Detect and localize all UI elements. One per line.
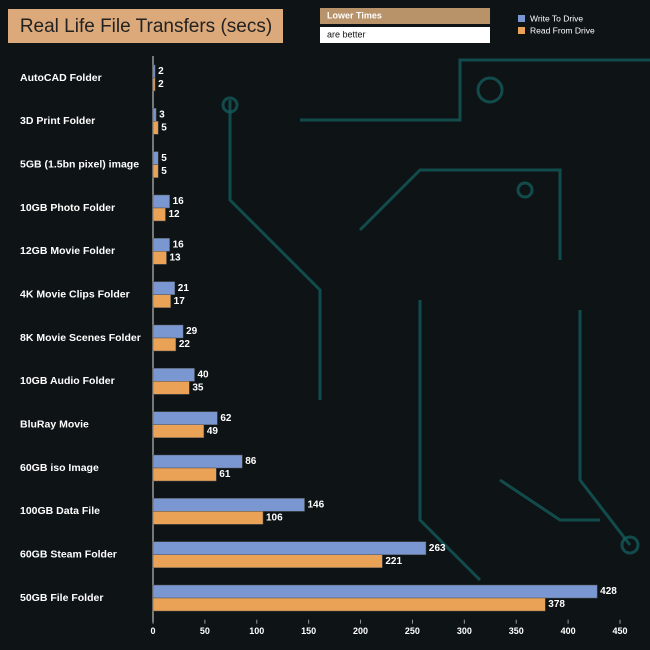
title-box: [8, 9, 283, 43]
annotation-box: [320, 8, 490, 24]
value-label: 2: [158, 66, 164, 77]
annotation-box: [320, 27, 490, 43]
bar: [152, 77, 156, 92]
annotation: are better: [327, 29, 366, 39]
x-tick-label: 100: [249, 626, 264, 636]
bar: [152, 164, 159, 178]
value-label: 12: [168, 209, 180, 220]
x-tick-label: 150: [301, 626, 316, 636]
x-tick-label: 250: [405, 626, 420, 636]
value-label: 146: [308, 499, 325, 510]
bar: [152, 424, 205, 438]
value-label: 29: [186, 326, 198, 337]
value-label: 221: [385, 556, 402, 567]
circuit-decoration: [221, 58, 650, 582]
bar: [152, 207, 166, 222]
y-tick-label: BluRay Movie: [20, 418, 89, 430]
x-tick-label: 0: [150, 626, 155, 636]
bar: [152, 597, 546, 612]
y-tick-label: 4K Movie Clips Folder: [20, 288, 130, 300]
value-label: 13: [169, 252, 181, 263]
value-label: 49: [207, 426, 219, 437]
value-label: 5: [161, 153, 167, 164]
bar: [152, 238, 170, 252]
value-label: 16: [173, 239, 185, 250]
value-label: 5: [161, 122, 167, 133]
value-label: 5: [161, 166, 167, 177]
bar: [152, 454, 243, 469]
y-tick-label: 60GB Steam Folder: [20, 548, 117, 560]
value-label: 16: [173, 196, 185, 207]
bar: [152, 324, 184, 339]
value-label: 17: [174, 296, 186, 307]
bar: [152, 337, 177, 352]
bar: [152, 554, 383, 568]
x-tick-label: 400: [561, 626, 576, 636]
value-label: 106: [266, 512, 283, 523]
value-label: 62: [220, 413, 232, 424]
value-label: 61: [219, 469, 231, 480]
legend-swatch: [518, 15, 525, 22]
value-label: 2: [158, 79, 164, 90]
bar: [152, 64, 156, 79]
value-label: 3: [159, 109, 165, 120]
y-tick-label: 100GB Data File: [20, 505, 100, 517]
x-tick-label: 450: [612, 626, 627, 636]
bar: [152, 467, 217, 482]
bar: [152, 541, 427, 555]
value-label: 428: [600, 586, 617, 597]
bar: [152, 411, 218, 425]
value-label: 378: [548, 599, 565, 610]
y-tick-label: AutoCAD Folder: [20, 72, 102, 84]
y-tick-label: 8K Movie Scenes Folder: [20, 332, 141, 344]
x-tick-label: 350: [509, 626, 524, 636]
bar: [152, 584, 598, 599]
value-label: 263: [429, 543, 446, 554]
legend-label: Write To Drive: [530, 13, 583, 23]
value-label: 21: [178, 283, 190, 294]
bar: [152, 498, 305, 512]
y-tick-label: 12GB Movie Folder: [20, 245, 115, 257]
legend-swatch: [518, 27, 525, 34]
bar: [152, 294, 171, 308]
legend-label: Read From Drive: [530, 25, 595, 35]
bar: [152, 121, 159, 135]
bar: [152, 511, 264, 525]
bar: [152, 151, 159, 165]
x-tick-label: 300: [457, 626, 472, 636]
y-tick-label: 10GB Audio Folder: [20, 375, 115, 387]
value-label: 22: [179, 339, 191, 350]
value-label: 35: [192, 382, 204, 393]
bar: [152, 381, 190, 395]
y-tick-label: 5GB (1.5bn pixel) image: [20, 158, 139, 170]
x-tick-label: 200: [353, 626, 368, 636]
bar: [152, 194, 170, 209]
y-tick-label: 3D Print Folder: [20, 115, 95, 127]
annotation: Lower Times: [327, 10, 382, 20]
y-tick-label: 50GB File Folder: [20, 592, 103, 604]
bar: [152, 108, 157, 122]
bar: [152, 251, 167, 265]
bar: [152, 281, 176, 295]
x-tick-label: 50: [200, 626, 210, 636]
value-label: 40: [198, 369, 210, 380]
y-tick-label: 10GB Photo Folder: [20, 202, 115, 214]
bar: [152, 368, 195, 382]
chart-title: Real Life File Transfers (secs): [20, 16, 272, 37]
value-label: 86: [245, 456, 257, 467]
y-tick-label: 60GB iso Image: [20, 462, 99, 474]
